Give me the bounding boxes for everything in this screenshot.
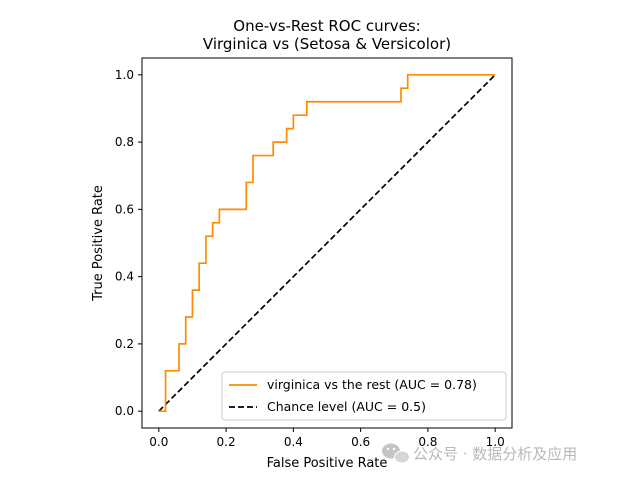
watermark-text: 公众号 · 数据分析及应用 <box>413 445 577 463</box>
legend: virginica vs the rest (AUC = 0.78) Chanc… <box>221 371 507 421</box>
y-tick-label: 0.8 <box>115 135 134 149</box>
chance-level-line <box>158 74 496 412</box>
x-axis-label: False Positive Rate <box>267 456 388 471</box>
chart-title-line-1: One-vs-Rest ROC curves: <box>233 17 420 35</box>
legend-label-roc: virginica vs the rest (AUC = 0.78) <box>267 377 477 392</box>
roc-curve-line <box>158 73 496 413</box>
plot-frame <box>141 57 513 429</box>
x-tick-label: 0.0 <box>149 435 168 449</box>
legend-label-chance: Chance level (AUC = 0.5) <box>267 399 426 414</box>
x-axis-ticks: 0.0 0.2 0.4 0.6 0.8 1.0 <box>149 428 505 449</box>
watermark: 公众号 · 数据分析及应用 <box>382 443 577 464</box>
y-tick-label: 0.2 <box>115 337 134 351</box>
y-tick-label: 0.4 <box>115 270 134 284</box>
y-tick-label: 1.0 <box>115 68 134 82</box>
chart-title-line-2: Virginica vs (Setosa & Versicolor) <box>203 35 451 53</box>
legend-box <box>221 371 507 421</box>
y-tick-label: 0.6 <box>115 202 134 216</box>
wechat-icon <box>382 443 410 464</box>
x-tick-label: 0.2 <box>217 435 236 449</box>
y-axis-ticks: 0.0 0.2 0.4 0.6 0.8 1.0 <box>115 68 142 418</box>
y-tick-label: 0.0 <box>115 404 134 418</box>
x-tick-label: 0.6 <box>351 435 370 449</box>
x-tick-label: 0.4 <box>284 435 303 449</box>
x-tick-label: 0.8 <box>418 435 437 449</box>
y-axis-label: True Positive Rate <box>91 185 106 302</box>
plot-area <box>158 73 496 413</box>
x-tick-label: 1.0 <box>486 435 505 449</box>
